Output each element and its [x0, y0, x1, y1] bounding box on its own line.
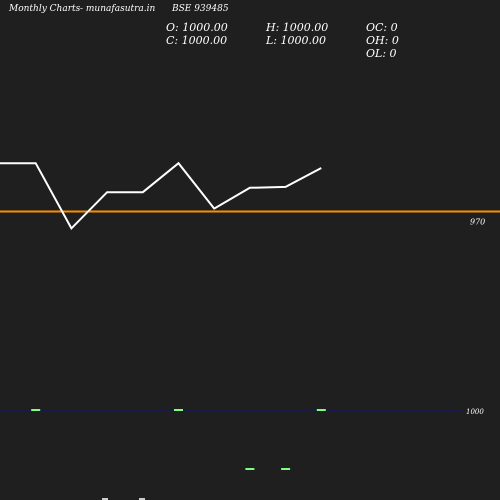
volume-bar	[281, 468, 291, 470]
volume-bar	[174, 409, 183, 411]
volume-bar	[316, 409, 326, 411]
volume-bar	[245, 468, 255, 470]
ol-value: OL: 0	[366, 47, 397, 60]
chart-title: Monthly Charts	[9, 4, 81, 14]
close-value: C: 1000.00	[166, 34, 228, 47]
oh-value: OH: 0	[366, 34, 399, 47]
chart-symbol: BSE 939485	[172, 4, 229, 14]
volume-bar	[31, 409, 41, 411]
oc-value: OC: 0	[366, 21, 398, 34]
volume-axis-label: 1000	[466, 408, 484, 416]
open-value: O: 1000.00	[166, 21, 228, 34]
reference-line-label: 970	[470, 218, 485, 227]
bottom-mark	[139, 498, 145, 500]
high-value: H: 1000.00	[266, 21, 329, 34]
bottom-mark	[102, 498, 108, 500]
low-value: L: 1000.00	[266, 34, 326, 47]
price-series-line	[0, 161, 322, 231]
chart-source: - munafasutra.in	[80, 4, 156, 14]
